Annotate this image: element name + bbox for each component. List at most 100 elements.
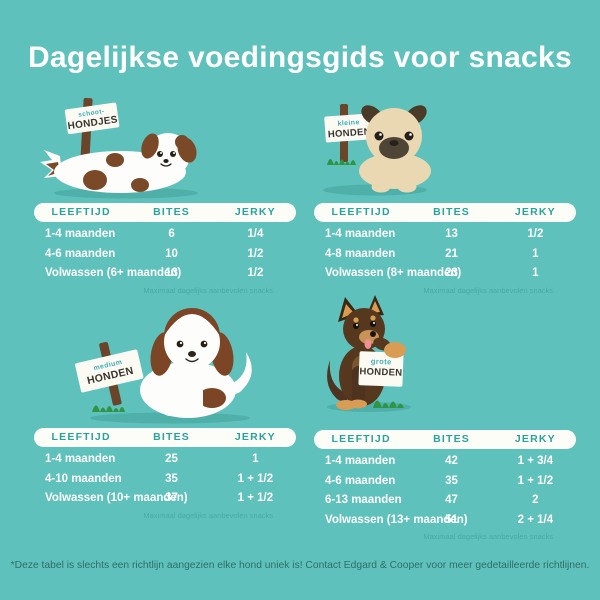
grass [327, 159, 356, 165]
table-footnote: Maximaal dagelijks aanbevolen snacks [143, 510, 274, 520]
bites-cell: 35 [445, 474, 458, 487]
bites-cell: 42 [445, 455, 458, 467]
bites-cell: 13 [165, 267, 178, 279]
spaniel-illustration: medium HONDEN [75, 308, 252, 424]
bites-cell: 37 [165, 492, 178, 504]
jerky-cell: 1/2 [247, 267, 264, 279]
table-row: Volwassen (6+ maanden) 13 1/2 [34, 264, 296, 284]
age-cell: 1-4 maanden [45, 228, 116, 240]
feeding-table-grote-honden: LEEFTIJD BITES JERKY 1-4 maanden 42 1 + … [314, 430, 576, 541]
spaniel [140, 308, 252, 418]
age-cell: Volwassen (10+ maanden) [45, 492, 188, 504]
bites-cell: 21 [445, 247, 458, 260]
bites-cell: 35 [165, 472, 178, 485]
table-row: 4-6 maanden 10 1/2 [34, 245, 296, 265]
bites-cell: 47 [445, 494, 458, 506]
bites-cell: 6 [168, 228, 175, 240]
shadow [90, 412, 250, 424]
age-cell: 4-10 maanden [45, 472, 122, 485]
wooden-sign: grote HONDEN [358, 351, 404, 387]
bites-cell: 13 [445, 228, 458, 240]
age-cell: 4-6 maanden [325, 474, 396, 487]
table-row: 1-4 maanden 6 1/4 [34, 225, 296, 245]
jerky-cell: 1 [252, 453, 259, 465]
pug [359, 105, 431, 193]
col-bites: BITES [433, 206, 470, 218]
col-jerky: JERKY [514, 206, 556, 218]
jerky-cell: 1 + 1/2 [237, 472, 274, 485]
table-row: 6-13 maanden 47 2 [314, 491, 576, 511]
age-cell: 4-8 maanden [325, 247, 396, 260]
sign-text-top: grote [371, 357, 392, 367]
jerky-cell: 1 + 3/4 [517, 455, 554, 467]
col-jerky: JERKY [234, 431, 276, 443]
jerky-cell: 1 [532, 247, 539, 260]
table-header: LEEFTIJD BITES JERKY [314, 430, 576, 449]
table-row: 1-4 maanden 13 1/2 [314, 225, 576, 245]
page-title: Dagelijkse voedingsgids voor snacks [27, 41, 573, 74]
table-body: 1-4 maanden 6 1/4 4-6 maanden 10 1/2 Vol… [34, 225, 296, 284]
paw [384, 342, 406, 358]
disclaimer-text: *Deze tabel is slechts een richtlijn aan… [10, 560, 590, 571]
sign-text-bottom: HONDEN [359, 366, 402, 378]
jerky-cell: 1/2 [247, 247, 264, 260]
table-row: Volwassen (8+ maanden) 23 1 [314, 264, 576, 284]
jerky-cell: 1 [532, 267, 539, 279]
table-row: Volwassen (10+ maanden) 37 1 + 1/2 [34, 489, 296, 509]
table-row: 1-4 maanden 25 1 [34, 450, 296, 470]
jerky-cell: 1 + 1/2 [237, 492, 274, 504]
table-footnote: Maximaal dagelijks aanbevolen snacks [423, 532, 554, 541]
table-body: 1-4 maanden 13 1/2 4-8 maanden 21 1 Volw… [314, 225, 576, 284]
table-footnote: Maximaal dagelijks aanbevolen snacks [143, 285, 274, 295]
col-bites: BITES [433, 433, 470, 445]
age-cell: 1-4 maanden [325, 455, 396, 467]
age-cell: 4-6 maanden [45, 247, 116, 260]
lap-dog-illustration: schoot- HONDJES [40, 97, 198, 199]
table-row: Volwassen (13+ maanden) 51 2 + 1/4 [314, 511, 576, 531]
feeding-table-medium-honden: LEEFTIJD BITES JERKY 1-4 maanden 25 1 4-… [34, 428, 296, 520]
jerky-cell: 2 [532, 494, 539, 506]
col-bites: BITES [153, 431, 190, 443]
age-cell: Volwassen (8+ maanden) [325, 267, 462, 279]
table-body: 1-4 maanden 42 1 + 3/4 4-6 maanden 35 1 … [314, 452, 576, 530]
bites-cell: 25 [165, 453, 178, 465]
bites-cell: 10 [165, 247, 178, 260]
table-row: 4-6 maanden 35 1 + 1/2 [314, 472, 576, 492]
table-row: 1-4 maanden 42 1 + 3/4 [314, 452, 576, 472]
table-header: LEEFTIJD BITES JERKY [34, 203, 296, 222]
col-jerky: JERKY [514, 433, 556, 445]
jerky-cell: 1/2 [527, 228, 544, 240]
jerky-cell: 2 + 1/4 [517, 513, 554, 526]
age-cell: Volwassen (6+ maanden) [45, 267, 182, 279]
puppy [40, 133, 197, 193]
bites-cell: 51 [445, 513, 458, 526]
col-leeftijd: LEEFTIJD [51, 431, 111, 443]
sign-text-bottom: HONDEN [328, 126, 372, 140]
wooden-sign: kleine HONDEN [324, 104, 373, 162]
jerky-cell: 1/4 [247, 228, 264, 240]
col-leeftijd: LEEFTIJD [331, 433, 391, 445]
age-cell: 6-13 maanden [325, 494, 402, 506]
age-cell: 1-4 maanden [325, 228, 396, 240]
jerky-cell: 1 + 1/2 [517, 474, 554, 487]
sign-text-top: schoot- [78, 108, 105, 119]
grass [92, 405, 125, 412]
table-header: LEEFTIJD BITES JERKY [314, 203, 576, 222]
table-body: 1-4 maanden 25 1 4-10 maanden 35 1 + 1/2… [34, 450, 296, 509]
col-jerky: JERKY [234, 206, 276, 218]
wooden-sign: schoot- HONDJES [64, 97, 120, 163]
table-footnote: Maximaal dagelijks aanbevolen snacks [423, 285, 554, 295]
table-header: LEEFTIJD BITES JERKY [34, 428, 296, 447]
col-leeftijd: LEEFTIJD [331, 206, 391, 218]
feeding-table-schoothondjes: LEEFTIJD BITES JERKY 1-4 maanden 6 1/4 4… [34, 203, 296, 295]
feeding-table-kleine-honden: LEEFTIJD BITES JERKY 1-4 maanden 13 1/2 … [314, 203, 576, 295]
col-leeftijd: LEEFTIJD [51, 206, 111, 218]
grass [373, 400, 404, 408]
bites-cell: 23 [445, 267, 458, 279]
table-row: 4-8 maanden 21 1 [314, 245, 576, 265]
age-cell: 1-4 maanden [45, 453, 116, 465]
age-cell: Volwassen (13+ maanden) [325, 513, 468, 526]
shepherd-illustration: grote HONDEN [327, 295, 411, 412]
pug-illustration: kleine HONDEN [323, 104, 431, 196]
